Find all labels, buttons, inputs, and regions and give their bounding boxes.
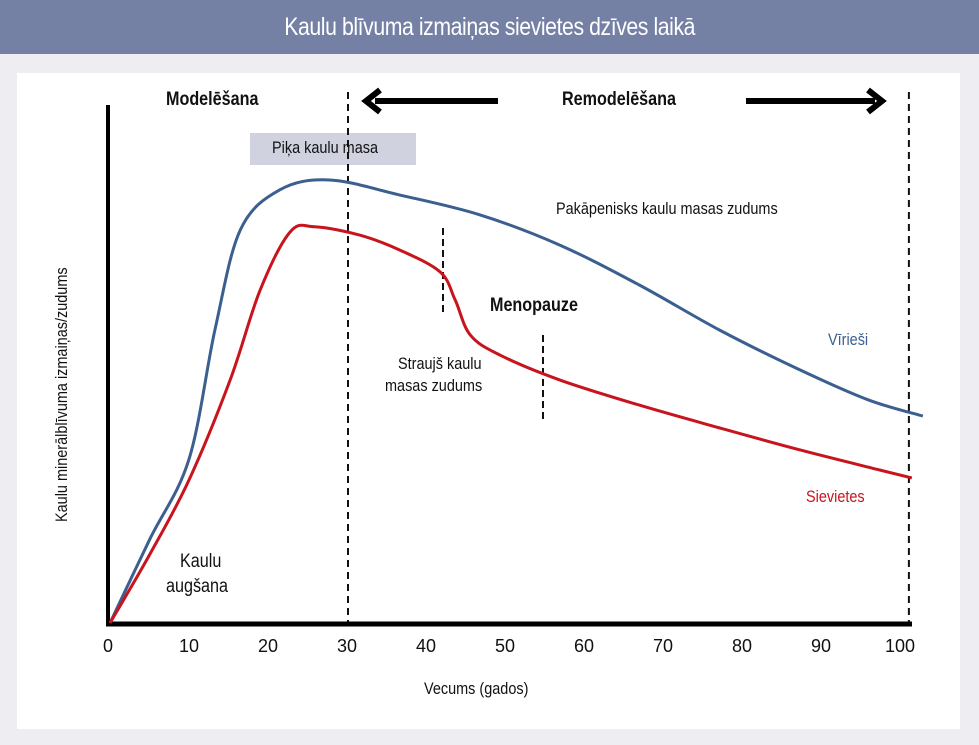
legend-men: Vīrieši — [828, 330, 869, 349]
series-line-men — [108, 178, 924, 624]
menopause-label: Menopauze — [490, 295, 578, 316]
x-tick-label: 80 — [732, 636, 752, 656]
x-tick-label: 10 — [179, 636, 199, 656]
remodeling-label: Remodelēšana — [562, 89, 677, 110]
left-arrow — [361, 87, 498, 115]
growth-label-1: Kaulu — [180, 551, 222, 572]
x-tick-label: 100 — [885, 636, 915, 656]
x-tick-label: 30 — [337, 636, 357, 656]
peak-label: Piķa kaulu masa — [272, 138, 379, 157]
gradual-loss-label: Pakāpenisks kaulu masas zudums — [556, 199, 778, 218]
series-line-women — [108, 223, 913, 624]
peak-box — [250, 133, 416, 165]
x-tick-label: 0 — [103, 636, 113, 656]
rapid-loss-label-1: Straujš kaulu — [398, 354, 482, 373]
legend-women: Sievietes — [806, 487, 865, 506]
chart-panel — [17, 73, 960, 729]
x-tick-label: 60 — [574, 636, 594, 656]
y-axis-label: Kaulu minerālblīvuma izmaiņas/zudums — [52, 267, 71, 522]
x-tick-label: 90 — [811, 636, 831, 656]
x-tick-label: 40 — [416, 636, 436, 656]
x-tick-label: 70 — [653, 636, 673, 656]
chart-title: Kaulu blīvuma izmaiņas sievietes dzīves … — [284, 13, 695, 41]
x-axis-label: Vecums (gados) — [424, 679, 529, 698]
chart-title-bar: Kaulu blīvuma izmaiņas sievietes dzīves … — [0, 0, 979, 54]
growth-label-2: augšana — [166, 576, 228, 597]
x-tick-label: 50 — [495, 636, 515, 656]
modeling-label: Modelēšana — [166, 89, 259, 110]
rapid-loss-label-2: masas zudums — [385, 376, 483, 395]
right-arrow — [746, 87, 887, 115]
x-tick-label: 20 — [258, 636, 278, 656]
